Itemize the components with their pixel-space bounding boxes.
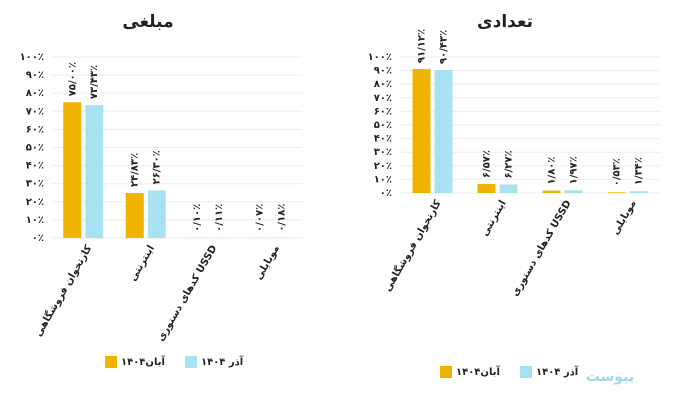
bar bbox=[412, 69, 431, 193]
value-label: ۰/۵۳٪ bbox=[612, 158, 623, 186]
y-tick-label: ۶۰٪ bbox=[26, 124, 44, 135]
value-label: ۰/۱۰٪ bbox=[192, 204, 203, 232]
x-tick-label: اینترنتی bbox=[128, 244, 157, 284]
chart-title: مبلغی bbox=[122, 12, 173, 32]
x-tick-label: کدهای دستوری USSD bbox=[510, 199, 574, 299]
value-label: ۱/۳۴٪ bbox=[634, 157, 645, 185]
y-tick-label: ۷۰٪ bbox=[374, 93, 392, 104]
value-label: ۹۱/۱۲٪ bbox=[417, 29, 428, 63]
x-tick-label: کدهای دستوری USSD bbox=[155, 244, 219, 344]
x-tick-label: موبایلی bbox=[610, 199, 638, 237]
value-label: ۱/۹۷٪ bbox=[569, 156, 580, 184]
y-tick-label: ۱۰۰٪ bbox=[368, 52, 392, 63]
bar bbox=[564, 190, 583, 193]
x-tick-label: کارتخوان فروشگاهی bbox=[381, 197, 444, 293]
bar bbox=[125, 193, 144, 238]
x-tick-label: کارتخوان فروشگاهی bbox=[31, 242, 94, 338]
value-label: ۱/۸۰٪ bbox=[547, 156, 558, 184]
value-label: ۶/۲۷٪ bbox=[504, 150, 515, 178]
watermark: پیوست bbox=[586, 369, 634, 385]
value-label: ۷۳/۴۳٪ bbox=[89, 65, 100, 99]
legend-label: آذر ۱۴۰۴ bbox=[536, 365, 579, 378]
value-label: ۲۶/۳۰٪ bbox=[152, 150, 163, 184]
y-tick-label: ۳۰٪ bbox=[374, 147, 392, 158]
legend-swatch bbox=[185, 356, 197, 368]
bar bbox=[85, 105, 104, 238]
y-tick-label: ۷۰٪ bbox=[26, 106, 44, 117]
bar bbox=[147, 190, 166, 238]
y-tick-label: ۸۰٪ bbox=[374, 79, 392, 90]
value-label: ۰/۰۷٪ bbox=[255, 204, 266, 232]
y-tick-label: ۴۰٪ bbox=[26, 161, 44, 172]
value-label: ۶/۵۷٪ bbox=[482, 150, 493, 178]
y-tick-label: ۱۰٪ bbox=[26, 215, 44, 226]
bar bbox=[629, 191, 648, 193]
y-tick-label: ۹۰٪ bbox=[374, 66, 392, 77]
legend-label: آذر ۱۴۰۴ bbox=[201, 355, 244, 368]
y-tick-label: ۲۰٪ bbox=[26, 197, 44, 208]
y-tick-label: ۰٪ bbox=[380, 188, 392, 199]
bar bbox=[63, 102, 82, 238]
x-tick-label: اینترنتی bbox=[479, 199, 508, 239]
y-tick-label: ۸۰٪ bbox=[26, 88, 44, 99]
y-tick-label: ۲۰٪ bbox=[374, 161, 392, 172]
value-label: ۷۵/۰۰٪ bbox=[67, 62, 78, 96]
bar bbox=[607, 192, 626, 193]
bar bbox=[542, 190, 561, 193]
y-tick-label: ۳۰٪ bbox=[26, 179, 44, 190]
value-label: ۹۰/۴۳٪ bbox=[439, 30, 450, 64]
legend-label: آبان۱۴۰۴ bbox=[456, 365, 500, 378]
value-label: ۰/۱۸٪ bbox=[277, 204, 288, 232]
x-tick-label: موبایلی bbox=[253, 244, 281, 282]
bar bbox=[477, 184, 496, 193]
bar bbox=[434, 70, 453, 193]
y-tick-label: ۰٪ bbox=[32, 233, 44, 244]
bar bbox=[499, 184, 518, 193]
y-tick-label: ۴۰٪ bbox=[374, 134, 392, 145]
legend-swatch bbox=[440, 366, 452, 378]
y-tick-label: ۶۰٪ bbox=[374, 106, 392, 117]
value-label: ۲۴/۸۳٪ bbox=[130, 153, 141, 187]
y-tick-label: ۵۰٪ bbox=[374, 120, 392, 131]
legend-label: آبان۱۴۰۴ bbox=[121, 355, 165, 368]
y-tick-label: ۱۰۰٪ bbox=[20, 52, 44, 63]
legend-swatch bbox=[520, 366, 532, 378]
y-tick-label: ۵۰٪ bbox=[26, 143, 44, 154]
value-label: ۰/۱۱٪ bbox=[214, 204, 225, 232]
y-tick-label: ۱۰٪ bbox=[374, 174, 392, 185]
legend-swatch bbox=[105, 356, 117, 368]
chart-title: تعدادی bbox=[477, 12, 533, 32]
y-tick-label: ۹۰٪ bbox=[26, 70, 44, 81]
